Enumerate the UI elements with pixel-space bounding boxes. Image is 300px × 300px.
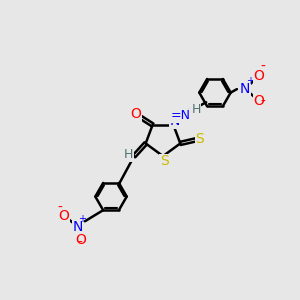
Text: N: N [72, 220, 83, 234]
Text: O: O [75, 233, 86, 248]
Text: H: H [191, 103, 201, 116]
Text: -: - [261, 60, 266, 74]
Text: S: S [160, 154, 169, 168]
Text: =N: =N [170, 109, 190, 122]
Text: -: - [58, 201, 63, 214]
Text: -: - [78, 236, 83, 250]
Text: +: + [78, 214, 86, 224]
Text: O: O [130, 107, 141, 121]
Text: +: + [246, 76, 254, 86]
Text: H: H [124, 148, 133, 161]
Text: O: O [59, 209, 70, 223]
Text: -: - [261, 95, 266, 109]
Text: S: S [196, 132, 204, 146]
Text: O: O [254, 69, 264, 83]
Text: N: N [170, 115, 180, 128]
Text: N: N [240, 82, 250, 96]
Text: O: O [254, 94, 264, 108]
